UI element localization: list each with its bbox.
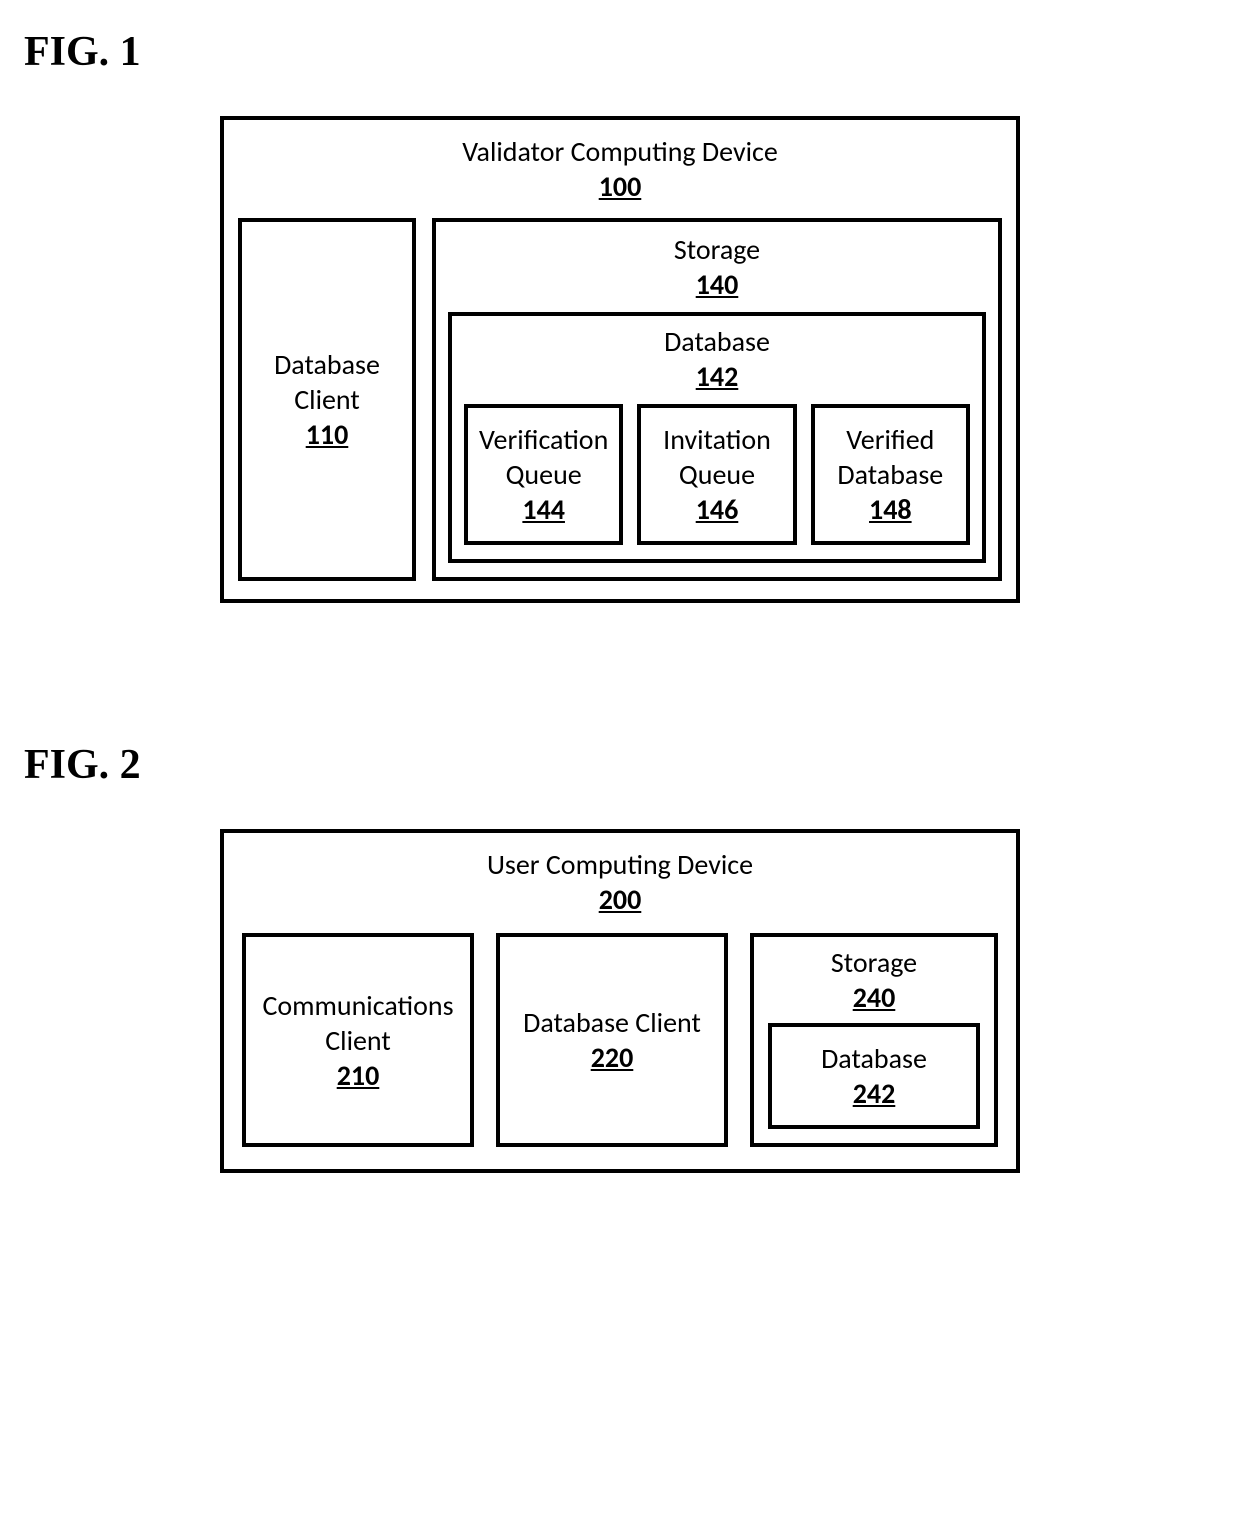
database-client-ref-2: 220: [591, 1040, 634, 1075]
validator-computing-device-label: Validator Computing Device 100: [462, 134, 778, 204]
database-ref-2: 242: [853, 1076, 896, 1111]
storage-label-2: Storage 240: [768, 945, 980, 1015]
storage-text: Storage: [674, 232, 760, 267]
user-computing-device-text: User Computing Device: [487, 847, 753, 882]
database-client-box-2: Database Client 220: [496, 933, 728, 1147]
user-computing-device-box: User Computing Device 200 Communications…: [220, 829, 1020, 1173]
figure-1-wrap: Validator Computing Device 100 Database …: [20, 116, 1220, 603]
validator-computing-device-ref: 100: [599, 169, 642, 204]
communications-client-ref: 210: [337, 1058, 380, 1093]
database-client-ref: 110: [306, 417, 349, 452]
invitation-queue-ref: 146: [696, 492, 739, 527]
verified-database-box: Verified Database 148: [811, 404, 970, 545]
storage-box: Storage 140 Database 142 Verification Qu…: [432, 218, 1002, 581]
verified-database-label: Verified Database 148: [819, 422, 962, 527]
database-text-2: Database: [821, 1041, 927, 1076]
verified-database-ref: 148: [869, 492, 912, 527]
verified-database-text1: Verified: [846, 422, 934, 457]
storage-label: Storage 140: [448, 232, 986, 302]
database-client-label: Database Client 110: [248, 347, 406, 452]
verification-queue-ref: 144: [522, 492, 565, 527]
storage-ref: 140: [696, 267, 739, 302]
database-box-2: Database 242: [768, 1023, 980, 1129]
figure-2-wrap: User Computing Device 200 Communications…: [20, 829, 1220, 1173]
user-computing-device-ref: 200: [599, 882, 642, 917]
figure-1-row: Database Client 110 Storage 140 Database…: [238, 218, 1002, 581]
verification-queue-text2: Queue: [506, 457, 582, 492]
verification-queue-label: Verification Queue 144: [472, 422, 615, 527]
database-text: Database: [664, 324, 770, 359]
database-box: Database 142 Verification Queue 144: [448, 312, 986, 563]
communications-client-box: Communications Client 210: [242, 933, 474, 1147]
database-client-box: Database Client 110: [238, 218, 416, 581]
database-label-2: Database 242: [778, 1041, 970, 1111]
communications-client-text1: Communications: [262, 988, 453, 1023]
figure-2-title: FIG. 2: [24, 741, 1220, 789]
validator-computing-device-text: Validator Computing Device: [462, 134, 778, 169]
database-client-text-2: Database Client: [523, 1005, 701, 1040]
invitation-queue-text1: Invitation: [663, 422, 771, 457]
invitation-queue-label: Invitation Queue 146: [645, 422, 788, 527]
validator-computing-device-box: Validator Computing Device 100 Database …: [220, 116, 1020, 603]
database-client-text: Database Client: [274, 347, 380, 417]
user-computing-device-label: User Computing Device 200: [487, 847, 753, 917]
communications-client-text2: Client: [325, 1023, 391, 1058]
database-client-label-2: Database Client 220: [506, 1005, 718, 1075]
storage-ref-2: 240: [853, 980, 896, 1015]
database-children-row: Verification Queue 144 Invitation Queue …: [464, 404, 970, 545]
database-label: Database 142: [464, 324, 970, 394]
figure-spacer: [20, 603, 1220, 733]
storage-text-2: Storage: [831, 945, 917, 980]
figure-1-title: FIG. 1: [24, 28, 1220, 76]
storage-box-2: Storage 240 Database 242: [750, 933, 998, 1147]
figure-2-row: Communications Client 210 Database Clien…: [242, 933, 998, 1147]
verification-queue-box: Verification Queue 144: [464, 404, 623, 545]
verified-database-text2: Database: [837, 457, 943, 492]
communications-client-label: Communications Client 210: [252, 988, 464, 1093]
verification-queue-text1: Verification: [479, 422, 608, 457]
database-ref: 142: [696, 359, 739, 394]
invitation-queue-text2: Queue: [679, 457, 755, 492]
invitation-queue-box: Invitation Queue 146: [637, 404, 796, 545]
